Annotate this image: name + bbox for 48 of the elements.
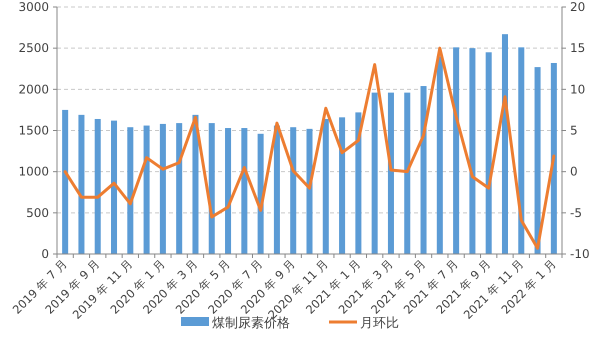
bar xyxy=(78,114,84,254)
bar xyxy=(518,47,524,254)
bar xyxy=(404,92,410,254)
bar xyxy=(176,123,182,254)
bar xyxy=(241,128,248,254)
bar xyxy=(290,127,296,254)
y2-tick-label: 20 xyxy=(570,0,586,14)
bar xyxy=(94,118,101,254)
bar xyxy=(469,48,476,254)
bar xyxy=(160,124,166,254)
y2-tick-label: -5 xyxy=(570,206,582,220)
bar xyxy=(274,126,280,254)
y-tick-label: 1500 xyxy=(18,124,49,138)
bar xyxy=(111,120,118,254)
bar xyxy=(502,34,508,254)
bar xyxy=(306,128,313,254)
y-tick-label: 2000 xyxy=(18,82,49,96)
bar xyxy=(420,86,427,254)
y-tick-label: 2500 xyxy=(18,41,49,56)
bar xyxy=(534,67,541,254)
bar xyxy=(127,127,134,254)
line-series xyxy=(64,46,556,250)
bar xyxy=(144,126,150,254)
bar xyxy=(436,56,443,254)
y-tick-label: 3000 xyxy=(18,0,49,14)
bar xyxy=(258,134,264,254)
bar xyxy=(339,117,346,254)
y-tick-label: 1000 xyxy=(18,164,49,179)
bar xyxy=(225,128,232,254)
bar xyxy=(453,47,460,254)
y2-tick-label: 0 xyxy=(570,164,578,179)
bar xyxy=(192,114,198,254)
bar xyxy=(355,112,362,254)
bar xyxy=(322,118,329,254)
bar xyxy=(486,52,492,254)
bar xyxy=(208,123,215,254)
y2-tick-label: 15 xyxy=(570,41,586,56)
y-tick-label: 0 xyxy=(41,247,49,261)
y-tick-label: 500 xyxy=(26,206,49,220)
bar xyxy=(388,92,394,254)
bar xyxy=(550,62,557,254)
y2-tick-label: 10 xyxy=(570,82,586,96)
legend-label: 煤制尿素价格 xyxy=(212,316,290,331)
y2-tick-label: -10 xyxy=(570,247,590,261)
bar xyxy=(372,92,378,254)
y2-tick-label: 5 xyxy=(570,124,578,138)
legend-label: 月环比 xyxy=(360,316,399,331)
bar xyxy=(62,110,68,254)
